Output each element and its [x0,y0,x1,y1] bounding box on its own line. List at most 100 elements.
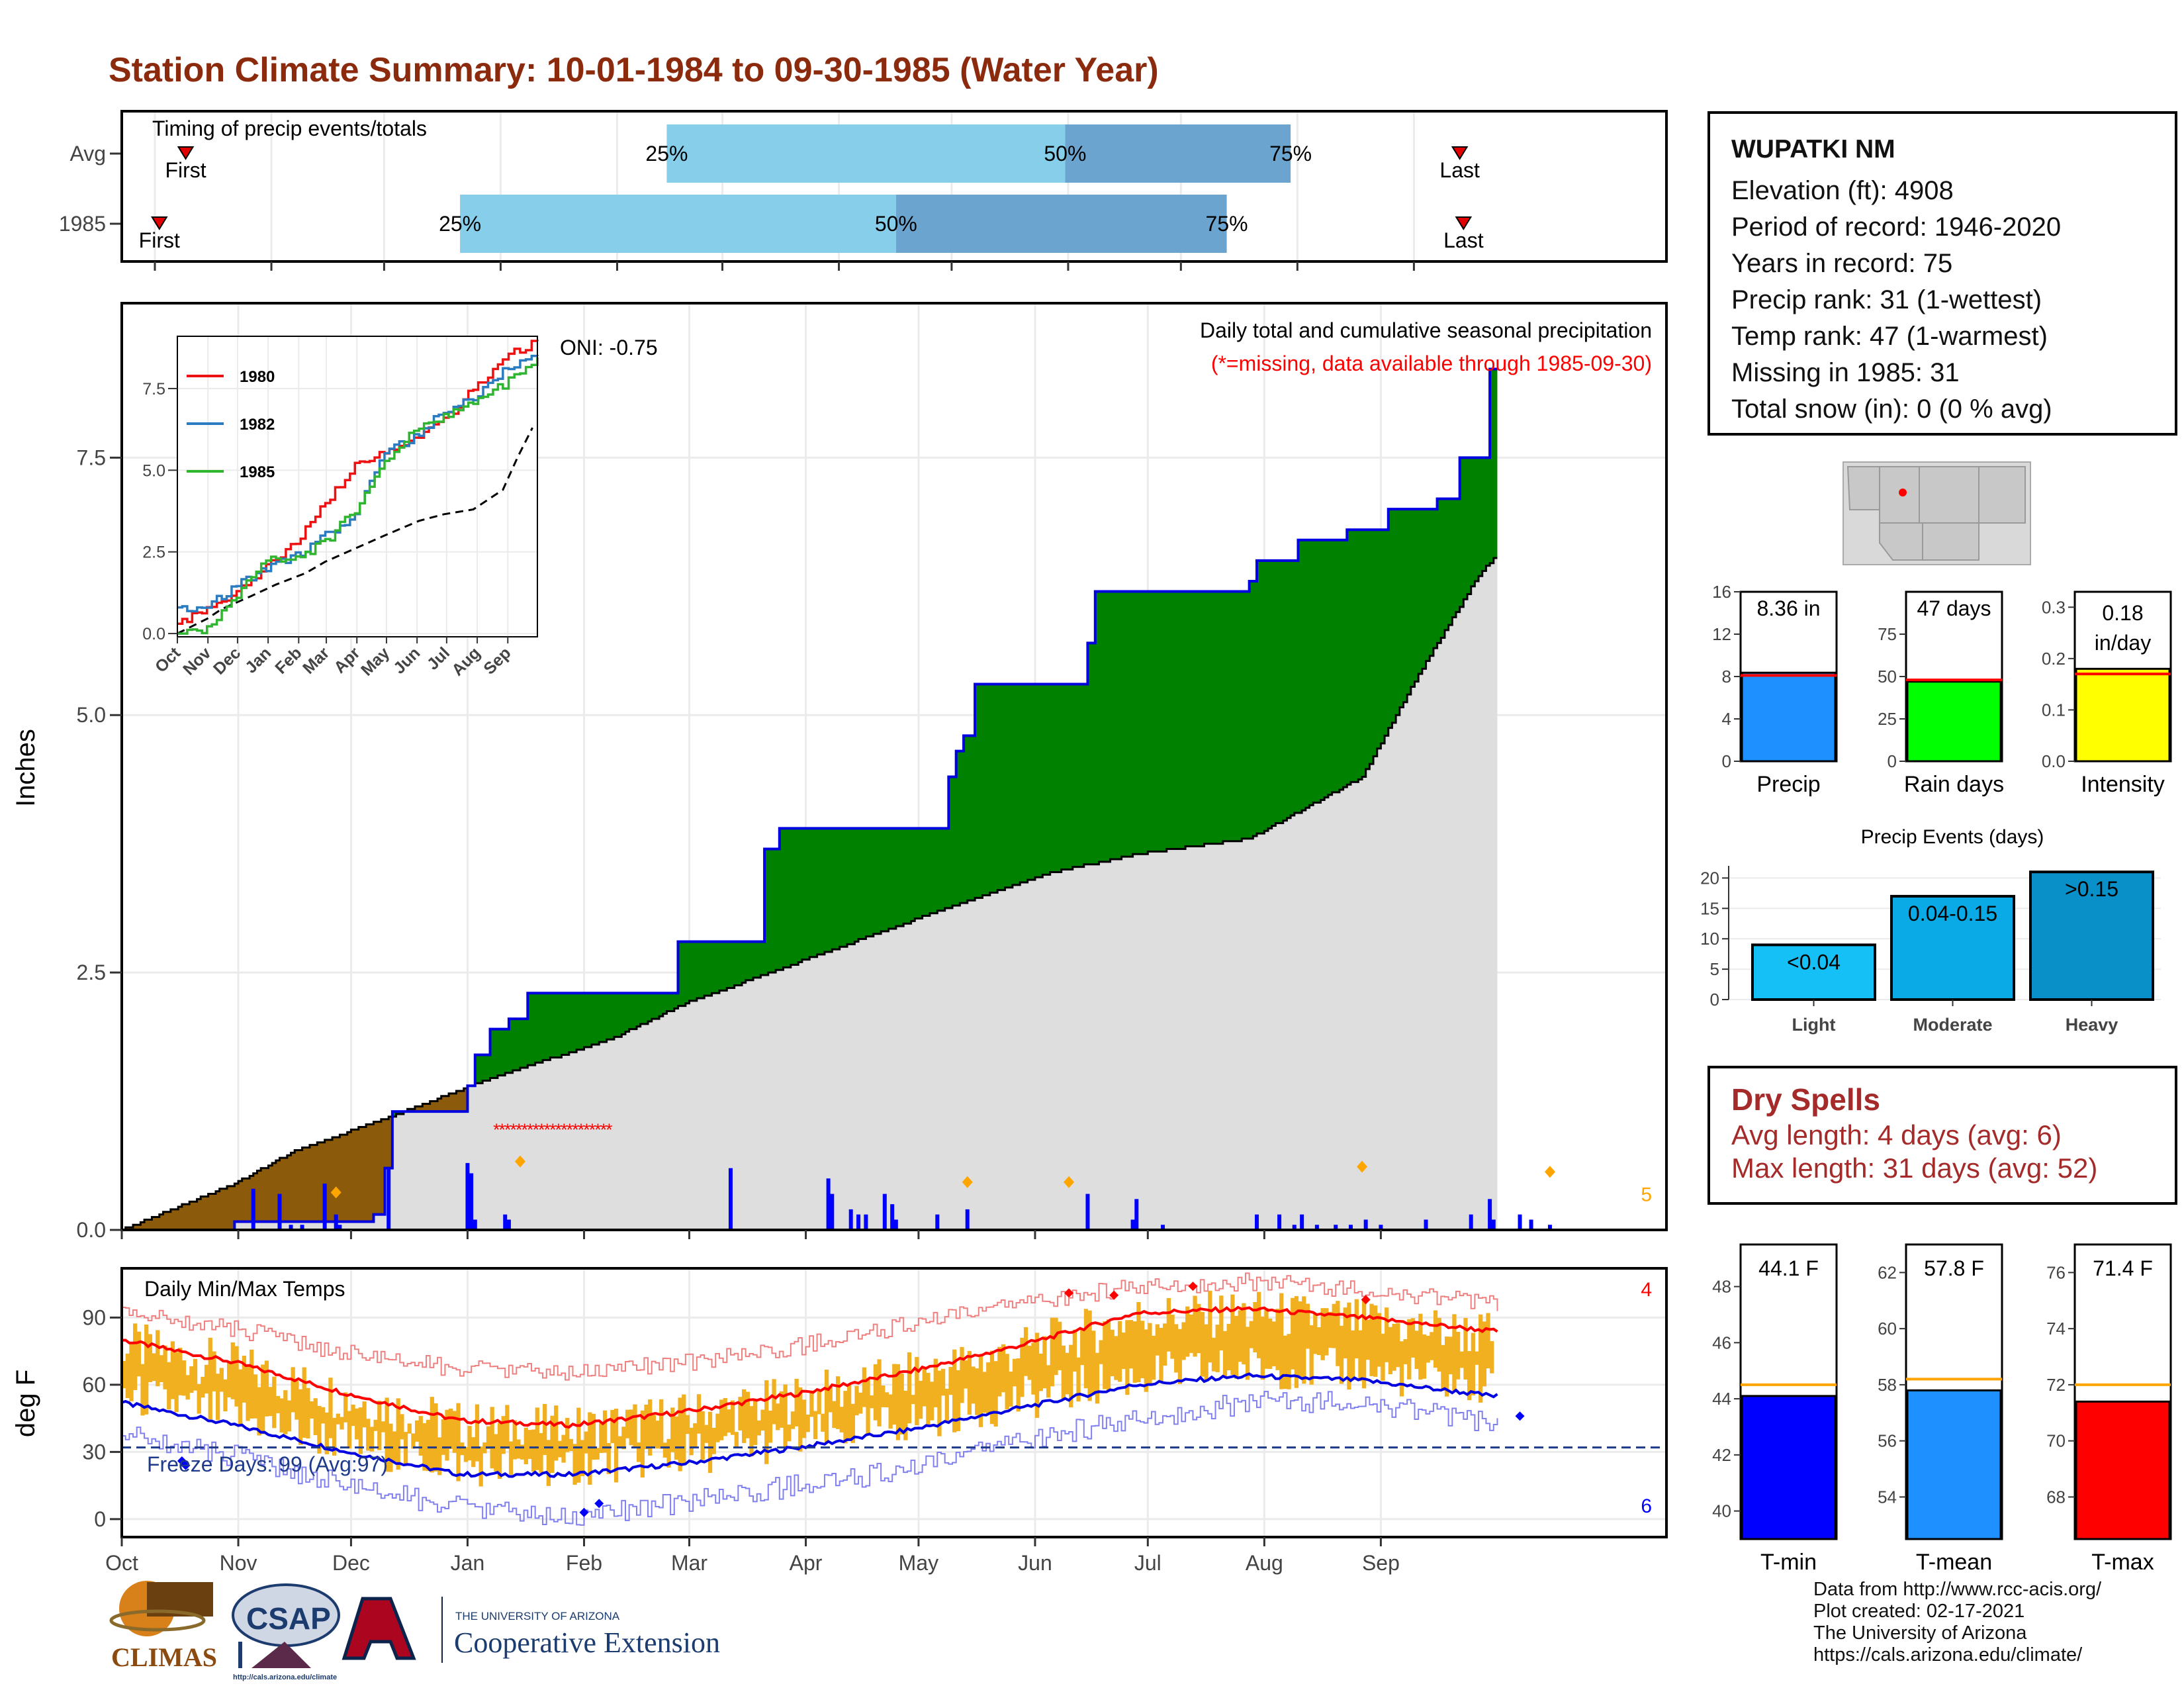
missing-marker: * [504,1120,511,1140]
daily-temp-bar [678,1397,682,1472]
precip-ytick-label: 7.5 [77,445,106,469]
csap-logo-mountain [251,1642,311,1668]
daily-temp-bar [606,1442,611,1474]
daily-temp-bar [1083,1309,1089,1389]
daily-temp-bar [866,1378,870,1434]
daily-temp-bar [385,1397,389,1472]
daily-temp-bar [1016,1358,1021,1412]
missing-marker: * [589,1120,596,1140]
daily-temp-bar [1222,1331,1228,1377]
daily-precip-bar [1085,1194,1090,1230]
timing-p50-label: 50% [1044,142,1086,165]
daily-precip-bar [277,1194,282,1230]
csap-url: http://cals.arizona.edu/climate [233,1673,338,1681]
mini-chart-label: Intensity [2081,772,2165,797]
daily-temp-bar [937,1370,942,1436]
daily-temp-bar [817,1391,821,1415]
precip-ytick-label: 2.5 [77,961,106,984]
first-label: First [165,158,206,182]
daily-temp-bar [734,1432,739,1448]
daily-temp-bar [884,1392,889,1408]
daily-temp-bar [340,1417,344,1430]
daily-temp-bar [1054,1317,1058,1376]
daily-temp-bar [1005,1354,1009,1409]
temp-chart-value: 57.8 F [1924,1256,1984,1280]
daily-temp-bar [1242,1303,1246,1365]
daily-temp-bar [494,1434,498,1472]
daily-temp-bar [591,1413,596,1460]
daily-temp-bar [1226,1323,1231,1371]
daily-temp-bar [336,1413,340,1425]
daily-temp-bar [764,1380,769,1464]
daily-temp-bar [1095,1352,1100,1404]
daily-precip-bar [890,1204,895,1230]
daily-temp-bar [1381,1333,1385,1381]
daily-precip-bar [1379,1225,1383,1230]
mini-chart-tick-label: 16 [1712,582,1731,602]
daily-temp-bar [377,1400,382,1450]
missing-marker: * [516,1120,522,1140]
daily-temp-bar [1012,1358,1017,1387]
mini-chart-tick-label: 0 [1888,751,1897,771]
daily-precip-bar [864,1214,868,1230]
daily-temp-bar [783,1384,788,1450]
daily-temp-bar [911,1395,915,1405]
freeze-days-label: Freeze Days: 99 (Avg:97) [147,1452,388,1476]
first-label: First [139,228,180,252]
daily-temp-bar [637,1442,641,1462]
daily-precip-bar [1314,1225,1319,1230]
temp-chart-value: 44.1 F [1758,1256,1819,1280]
temp-ytick-label: 90 [82,1305,106,1329]
daily-temp-bar [215,1374,220,1421]
month-label: Mar [671,1551,707,1575]
daily-precip-bar [1488,1199,1492,1230]
events-ytick-label: 5 [1710,959,1719,979]
daily-temp-bar [156,1330,160,1387]
temp-ytick-label: 0 [94,1507,106,1531]
daily-temp-bar [463,1447,469,1462]
station-elevation: Elevation (ft): 4908 [1731,176,1954,205]
daily-temp-bar [753,1399,758,1446]
daily-temp-bar [588,1412,592,1485]
daily-temp-bar [557,1440,563,1458]
daily-temp-bar [772,1379,776,1425]
daily-temp-bar [659,1399,664,1449]
daily-temp-bar [877,1359,882,1427]
last-label: Last [1439,158,1480,182]
precip-subheader: (*=missing, data available through 1985-… [1211,352,1652,375]
inset-ytick-label: 2.5 [142,543,165,562]
daily-precip-bar [1547,1225,1552,1230]
daily-temp-bar [614,1408,619,1483]
daily-temp-bar [1027,1345,1032,1380]
daily-temp-bar [174,1352,179,1413]
climas-logo-text: CLIMAS [111,1642,218,1672]
extreme-precip-marker [514,1155,525,1168]
daily-temp-bar [144,1324,149,1415]
daily-temp-bar [1313,1313,1318,1354]
daily-temp-bar [1369,1303,1374,1376]
daily-precip-bar [1363,1219,1368,1230]
daily-temp-bar [1271,1321,1277,1366]
precip-ylabel: Inches [11,729,40,807]
daily-temp-bar [550,1415,555,1474]
event-category-label: Moderate [1913,1015,1992,1035]
daily-precip-bar [1255,1214,1259,1230]
mini-chart-tick-label: 8 [1722,667,1731,686]
daily-temp-bar [1219,1295,1224,1351]
daily-temp-bar [922,1366,927,1407]
daily-temp-bar [964,1360,968,1389]
daily-temp-bar [1305,1303,1310,1349]
timing-p75-label: 75% [1269,142,1312,165]
hot-count: 4 [1641,1279,1652,1301]
daily-temp-bar [129,1344,134,1401]
mini-chart-value: 0.18 [2102,601,2143,625]
daily-temp-bar [317,1405,322,1454]
daily-temp-bar [824,1370,829,1444]
daily-temp-bar [136,1331,141,1377]
footer-line: Data from http://www.rcc-acis.org/ [1813,1579,2102,1600]
daily-temp-bar [565,1417,570,1452]
daily-temp-bar [449,1408,453,1449]
daily-temp-bar [907,1352,912,1424]
cold-count: 6 [1641,1495,1652,1517]
last-marker [1451,146,1469,160]
